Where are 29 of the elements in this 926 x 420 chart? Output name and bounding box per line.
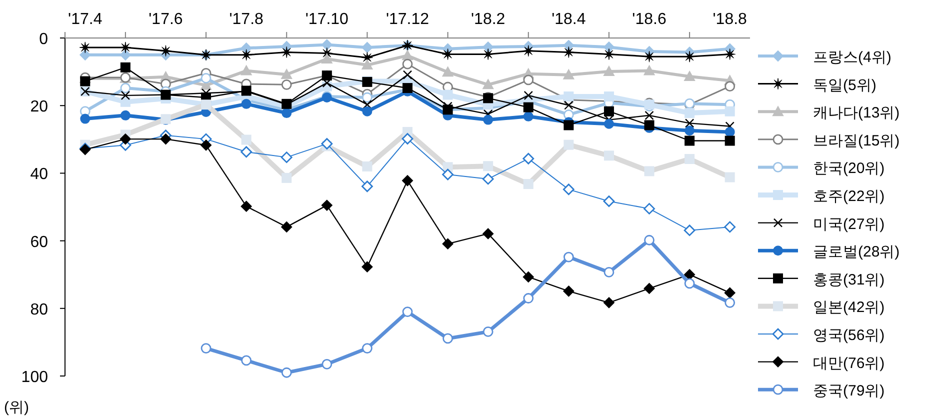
x-tick-label: '18.4 — [552, 11, 586, 28]
legend-label: 캐나다(13위) — [813, 104, 900, 122]
legend-label: 한국(20위) — [813, 160, 885, 178]
y-axis-title: (위) — [4, 399, 29, 416]
legend-label: 일본(42위) — [813, 299, 885, 316]
x-tick-label: '17.4 — [68, 11, 102, 28]
legend-label: 프랑스(4위) — [813, 49, 892, 66]
legend-label: 글로벌(28위) — [813, 244, 900, 261]
x-tick-label: '18.2 — [470, 11, 506, 28]
y-tick-label: 80 — [30, 301, 48, 318]
x-tick-label: '17.12 — [386, 11, 430, 28]
legend-label: 홍콩(31위) — [813, 271, 885, 288]
legend-label: 대만(76위) — [813, 354, 885, 372]
x-tick-label: '17.10 — [305, 11, 349, 28]
y-tick-label: 0 — [39, 31, 48, 48]
legend-label: 호주(22위) — [813, 188, 885, 205]
x-tick-label: '17.6 — [148, 11, 183, 28]
x-tick-label: '18.6 — [632, 11, 666, 28]
y-tick-label: 60 — [30, 234, 48, 251]
legend-label: 브라질(15위) — [813, 132, 900, 150]
x-tick-label: '18.8 — [712, 11, 748, 28]
legend-label: 미국(27위) — [813, 216, 885, 233]
legend-label: 중국(79위) — [813, 382, 885, 400]
x-tick-label: '17.8 — [229, 11, 264, 28]
y-tick-label: 100 — [21, 369, 48, 386]
y-tick-label: 20 — [30, 98, 48, 116]
legend-label: 영국(56위) — [813, 327, 885, 344]
legend-label: 독일(5위) — [813, 76, 876, 94]
y-tick-label: 40 — [30, 166, 48, 184]
